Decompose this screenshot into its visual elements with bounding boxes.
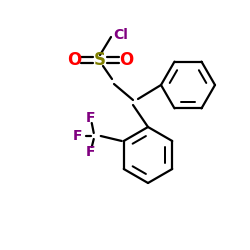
Text: F: F [86,145,96,159]
Text: O: O [67,51,81,69]
Text: O: O [119,51,133,69]
Text: F: F [73,129,83,143]
Text: F: F [86,111,96,125]
Text: Cl: Cl [113,28,128,42]
Text: S: S [94,51,106,69]
